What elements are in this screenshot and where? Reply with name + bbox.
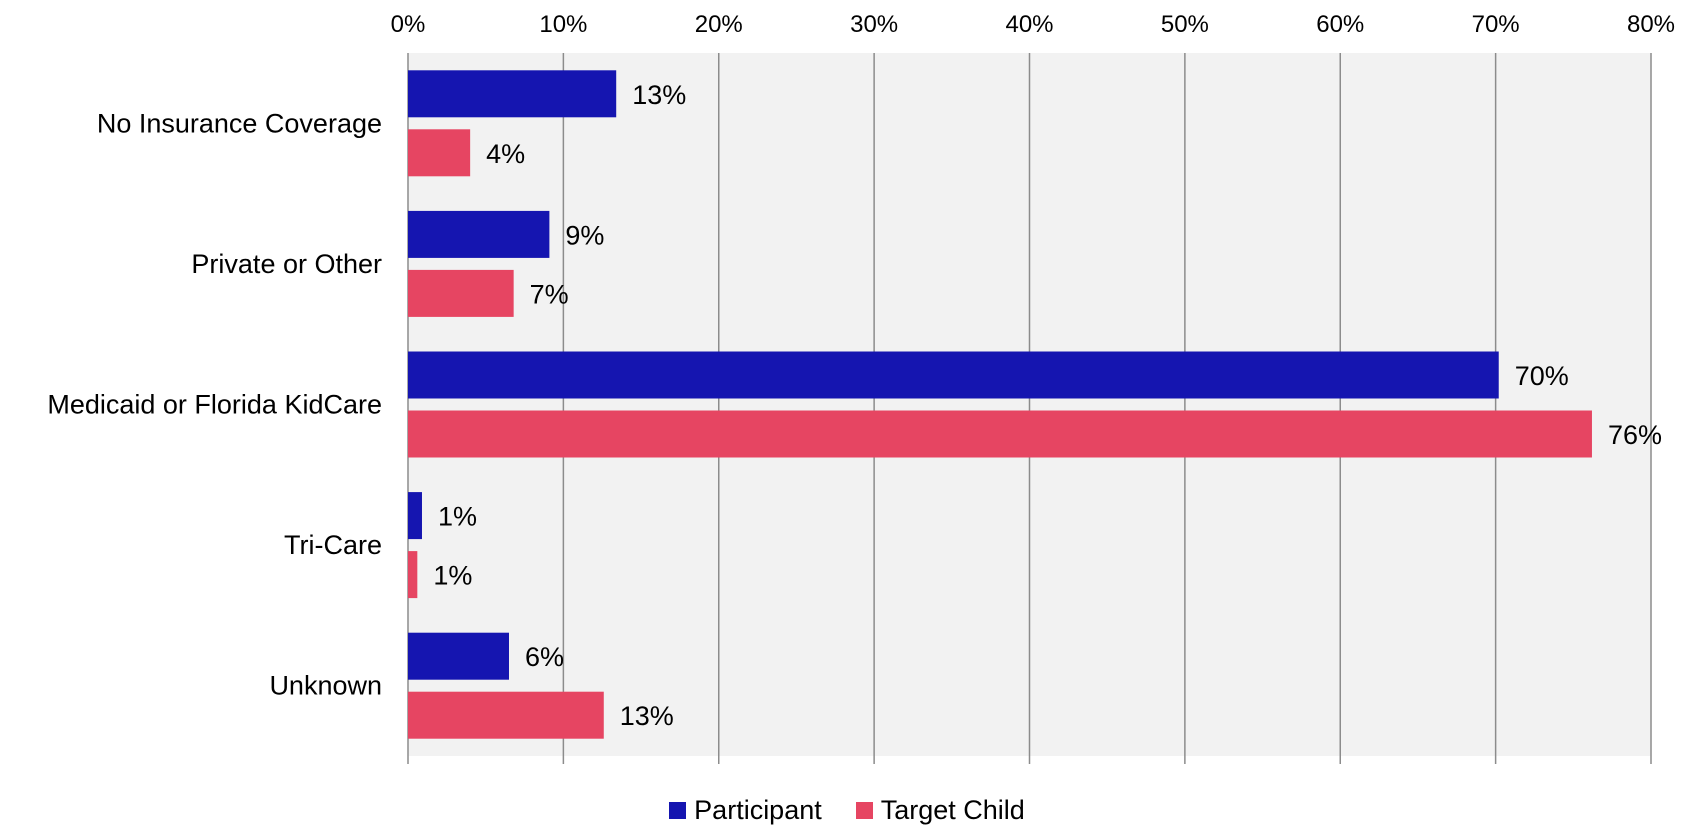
x-tick-label: 50%	[1161, 11, 1209, 38]
category-label: No Insurance Coverage	[97, 108, 382, 138]
category-label: Unknown	[269, 671, 382, 701]
bar-target-child	[408, 691, 604, 739]
data-label: 4%	[486, 139, 525, 169]
data-label: 1%	[438, 502, 477, 532]
legend-label-participant: Participant	[694, 795, 822, 825]
data-labels: 13% 4% 9% 7% 70% 76% 1% 1% 6% 13%	[433, 80, 1662, 731]
data-label: 7%	[530, 279, 569, 309]
bar-target-child	[408, 410, 1592, 458]
bar-target-child	[408, 129, 471, 177]
bar-target-child	[408, 269, 514, 317]
bar-participant	[408, 351, 1499, 399]
data-label: 13%	[632, 80, 686, 110]
bar-target-child	[408, 551, 418, 599]
x-tick-label: 80%	[1627, 11, 1675, 38]
category-label: Private or Other	[191, 249, 382, 279]
bar-participant	[408, 492, 422, 540]
bars	[408, 70, 1592, 739]
bar-participant	[408, 70, 617, 118]
legend-item-target-child: Target Child	[855, 795, 1025, 826]
x-tick-label: 30%	[850, 11, 898, 38]
x-tick-label: 20%	[695, 11, 743, 38]
category-label: Medicaid or Florida KidCare	[47, 390, 382, 420]
category-labels: No Insurance Coverage Private or Other Med…	[47, 108, 382, 700]
x-tick-label: 70%	[1472, 11, 1520, 38]
x-axis-ticks: 0% 10% 20% 30% 40% 50% 60% 70% 80%	[391, 11, 1675, 38]
legend-swatch-participant	[669, 802, 687, 819]
data-label: 76%	[1608, 420, 1662, 450]
category-label: Tri-Care	[284, 530, 382, 560]
legend: Participant Target Child	[0, 795, 1694, 826]
x-tick-label: 10%	[539, 11, 587, 38]
legend-swatch-target-child	[855, 802, 873, 819]
bar-participant	[408, 632, 509, 680]
x-tick-label: 60%	[1316, 11, 1364, 38]
data-label: 13%	[620, 701, 674, 731]
x-tick-label: 40%	[1005, 11, 1053, 38]
data-label: 70%	[1515, 361, 1569, 391]
legend-item-participant: Participant	[669, 795, 822, 826]
data-label: 1%	[433, 561, 472, 591]
bar-participant	[408, 210, 550, 258]
data-label: 6%	[525, 642, 564, 672]
data-label: 9%	[565, 220, 604, 250]
x-tick-label: 0%	[391, 11, 426, 38]
legend-label-target-child: Target Child	[880, 795, 1025, 825]
